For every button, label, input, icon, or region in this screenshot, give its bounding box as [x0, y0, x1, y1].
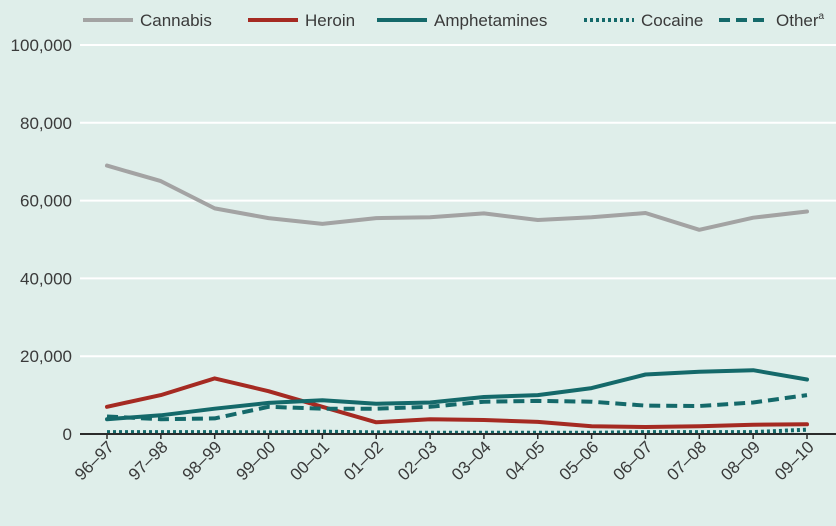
y-tick-label: 60,000	[20, 192, 72, 211]
series-lines	[105, 163, 809, 435]
x-tick-label: 07–08	[663, 437, 710, 484]
legend-label-other: Othera	[776, 11, 825, 30]
y-tick-label: 80,000	[20, 114, 72, 133]
x-axis-labels: 96–97 97–98 98–99 99–00 00–01 01–02 02–03 03–04…	[71, 434, 818, 484]
legend-label-text: Other	[776, 11, 819, 30]
series-line-other	[106, 393, 808, 422]
x-tick-label: 96–97	[71, 437, 118, 484]
x-tick-label: 09–10	[771, 437, 818, 484]
legend: Cannabis Heroin Amphetamines Cocaine Othera	[83, 11, 825, 30]
series-line-cocaine	[107, 427, 808, 435]
x-tick-label: 02–03	[394, 437, 441, 484]
x-tick-label: 01–02	[340, 437, 387, 484]
x-tick-label: 06–07	[609, 437, 656, 484]
x-tick-label: 08–09	[717, 437, 764, 484]
legend-label-text: Cannabis	[140, 11, 212, 30]
legend-label-cannabis: Cannabis	[140, 11, 212, 30]
legend-label-text: Cocaine	[641, 11, 703, 30]
legend-label-text: Amphetamines	[434, 11, 547, 30]
series-line-cannabis	[105, 163, 809, 232]
y-axis-labels: 0 20,000 40,000 60,000 80,000 100,000	[11, 36, 72, 444]
legend-superscript: a	[819, 11, 825, 22]
y-tick-label: 0	[63, 425, 72, 444]
legend-label-cocaine: Cocaine	[641, 11, 703, 30]
x-tick-label: 04–05	[502, 437, 549, 484]
legend-label-text: Heroin	[305, 11, 355, 30]
series-line-amphetamines	[105, 368, 809, 422]
legend-label-amphetamines: Amphetamines	[434, 11, 547, 30]
x-tick-label: 98–99	[179, 437, 226, 484]
y-tick-label: 40,000	[20, 269, 72, 288]
x-tick-label: 05–06	[556, 437, 603, 484]
x-tick-label: 99–00	[232, 437, 279, 484]
grid	[80, 44, 836, 358]
legend-label-heroin: Heroin	[305, 11, 355, 30]
y-tick-label: 100,000	[11, 36, 72, 55]
x-tick-label: 97–98	[125, 437, 172, 484]
x-tick-label: 00–01	[286, 437, 333, 484]
y-tick-label: 20,000	[20, 347, 72, 366]
series-line-heroin	[105, 376, 809, 429]
x-tick-label: 03–04	[448, 437, 495, 484]
